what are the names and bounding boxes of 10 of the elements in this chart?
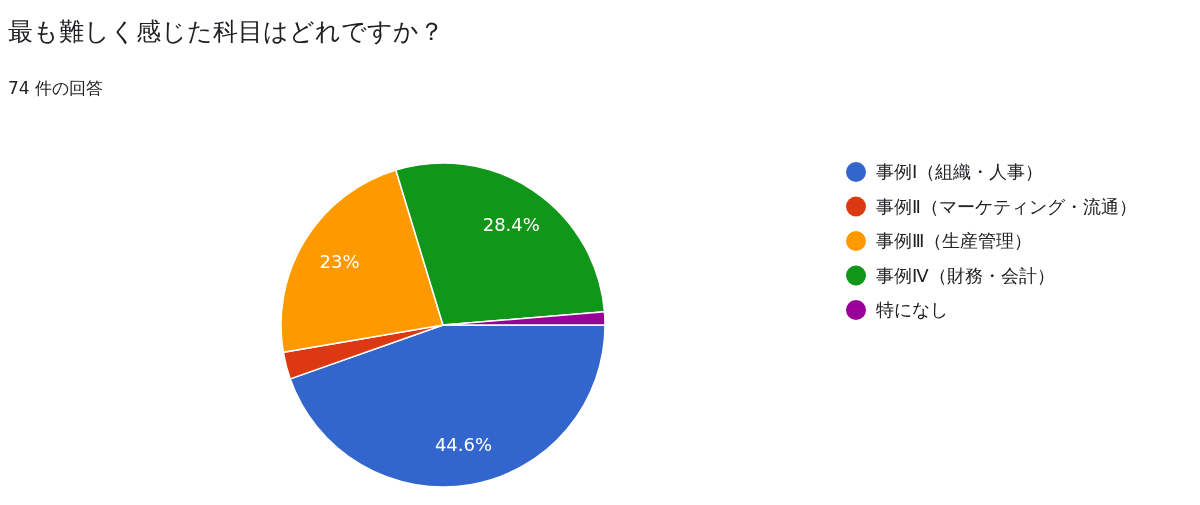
data-label: 23%	[319, 250, 360, 272]
legend-label: 事例Ⅰ（組織・人事）	[876, 161, 1044, 183]
text: 74 件の回答	[8, 78, 104, 98]
legend-label: 特になし	[876, 299, 948, 321]
chart-title: 最も難しく感じた科目はどれですか？	[8, 17, 444, 46]
data-label: 28.4%	[482, 213, 540, 235]
legend-label: 事例Ⅲ（生産管理）	[876, 230, 1033, 252]
legend-label: 事例Ⅳ（財務・会計）	[876, 264, 1055, 286]
data-label: 44.6%	[434, 434, 493, 456]
legend-label: 事例Ⅱ（マーケティング・流通）	[876, 195, 1137, 217]
